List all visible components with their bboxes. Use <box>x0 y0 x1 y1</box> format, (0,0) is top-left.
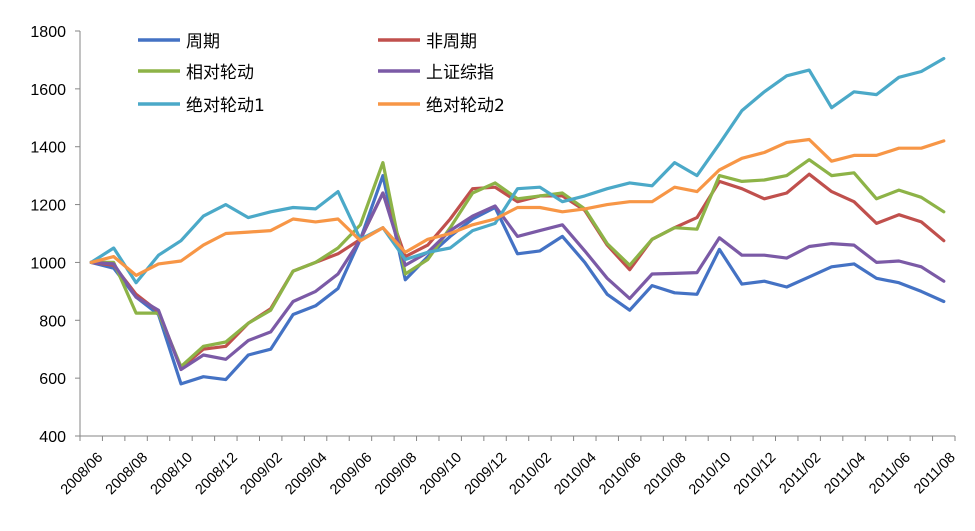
x-tick-label: 2010/12 <box>731 450 779 498</box>
x-tick-label: 2010/06 <box>596 450 644 498</box>
x-tick-label: 2009/08 <box>372 450 420 498</box>
legend-label: 非周期 <box>426 32 477 52</box>
y-tick-label: 800 <box>39 313 66 330</box>
y-tick-label: 1800 <box>30 24 66 41</box>
series-lines <box>89 56 946 386</box>
x-tick-label: 2009/06 <box>327 450 375 498</box>
x-tick-label: 2009/02 <box>237 450 285 498</box>
y-axis-ticks: 400 600 800 1000 1200 1400 1600 1800 <box>30 24 80 446</box>
y-tick-label: 1200 <box>30 198 66 215</box>
x-tick-label: 2011/02 <box>777 450 825 498</box>
legend-item: 非周期 <box>378 32 477 52</box>
series-line-2 <box>89 158 946 369</box>
x-axis-ticks: 2008/062008/082008/102008/122009/022009/… <box>58 436 959 498</box>
legend-label: 绝对轮动1 <box>186 96 265 116</box>
legend-item: 相对轮动 <box>138 63 254 83</box>
legend-item: 绝对轮动1 <box>138 96 265 116</box>
x-tick-label: 2010/04 <box>551 450 599 498</box>
x-tick-label: 2009/10 <box>417 450 465 498</box>
legend-label: 相对轮动 <box>186 63 254 83</box>
legend-label: 绝对轮动2 <box>426 96 505 116</box>
x-tick-label: 2010/08 <box>641 450 689 498</box>
axes <box>79 31 955 437</box>
legend-item: 上证综指 <box>378 63 494 83</box>
x-tick-label: 2008/06 <box>58 450 106 498</box>
series-line-3 <box>89 191 946 372</box>
y-tick-label: 600 <box>39 371 66 388</box>
series-line-0 <box>89 174 946 386</box>
x-tick-label: 2010/10 <box>686 450 734 498</box>
x-tick-label: 2008/12 <box>192 450 240 498</box>
x-tick-label: 2008/10 <box>148 450 196 498</box>
series-line-5 <box>89 137 946 277</box>
legend-item: 周期 <box>138 32 220 52</box>
y-tick-label: 1000 <box>30 255 66 272</box>
legend-item: 绝对轮动2 <box>378 96 505 116</box>
x-tick-label: 2009/04 <box>282 450 330 498</box>
y-tick-label: 1600 <box>30 82 66 99</box>
legend-label: 周期 <box>186 32 220 52</box>
y-tick-label: 1400 <box>30 140 66 157</box>
x-tick-label: 2011/08 <box>911 450 959 498</box>
legend-label: 上证综指 <box>426 63 494 83</box>
y-tick-label: 400 <box>39 429 66 446</box>
x-tick-label: 2010/02 <box>507 450 555 498</box>
x-tick-label: 2011/06 <box>866 450 914 498</box>
series-line-1 <box>89 172 946 370</box>
series-line-4 <box>89 56 946 285</box>
x-tick-label: 2009/12 <box>462 450 510 498</box>
x-tick-label: 2011/04 <box>821 450 869 498</box>
x-tick-label: 2008/08 <box>103 450 151 498</box>
